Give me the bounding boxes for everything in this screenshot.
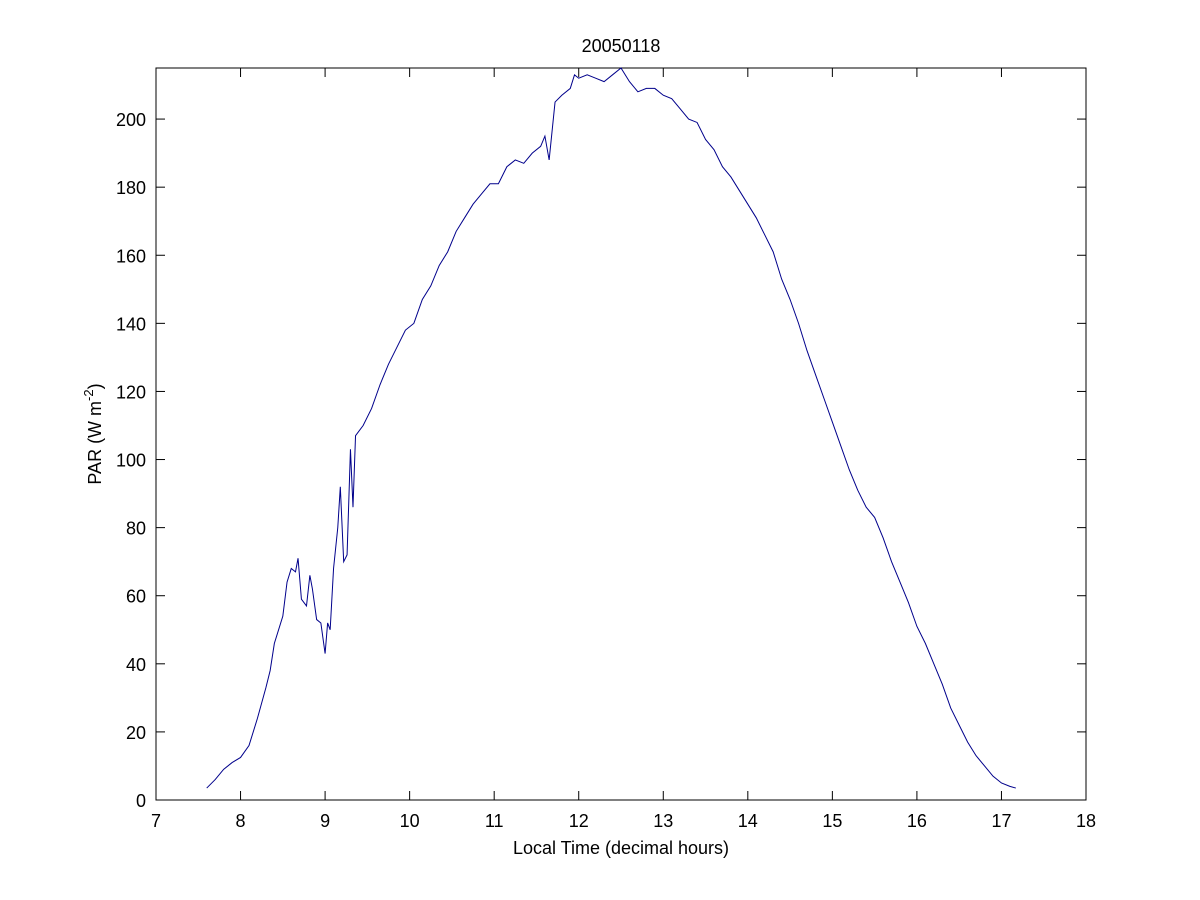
x-tick-label: 8 [236, 811, 246, 831]
y-tick-label: 140 [116, 314, 146, 334]
x-tick-label: 18 [1076, 811, 1096, 831]
y-tick-label: 200 [116, 110, 146, 130]
x-tick-label: 7 [151, 811, 161, 831]
y-tick-label: 160 [116, 246, 146, 266]
x-axis-label: Local Time (decimal hours) [513, 838, 729, 858]
y-tick-label: 180 [116, 178, 146, 198]
x-tick-label: 15 [822, 811, 842, 831]
y-label-suffix: ) [85, 383, 105, 389]
y-tick-label: 100 [116, 451, 146, 471]
x-tick-label: 16 [907, 811, 927, 831]
y-label-superscript: -2 [81, 389, 96, 401]
y-tick-label: 40 [126, 655, 146, 675]
y-tick-label: 80 [126, 519, 146, 539]
x-tick-label: 13 [653, 811, 673, 831]
y-tick-label: 60 [126, 587, 146, 607]
x-tick-label: 12 [569, 811, 589, 831]
x-tick-label: 11 [485, 811, 504, 831]
data-line [206, 67, 1016, 789]
plot-frame [155, 67, 1087, 801]
x-tick-label: 14 [738, 811, 758, 831]
x-tick-label: 17 [991, 811, 1011, 831]
y-tick-label: 0 [136, 791, 146, 811]
y-label-text: PAR (W m [85, 401, 105, 485]
y-tick-label: 20 [126, 723, 146, 743]
chart-title: 20050118 [582, 36, 661, 56]
y-axis-label: PAR (W m-2) [81, 383, 105, 484]
x-tick-label: 9 [320, 811, 330, 831]
x-tick-label: 10 [400, 811, 420, 831]
y-tick-label: 120 [116, 382, 146, 402]
